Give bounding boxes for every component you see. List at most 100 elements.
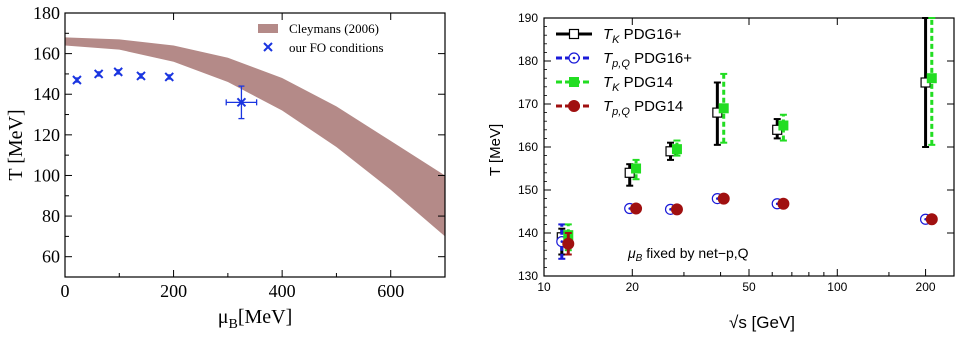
right-legend-item: TK PDG16+ [556,26,682,46]
left-data-point [164,72,174,82]
right-ticks-layer: 10 20 50 100 200 130 140 150 160 170 180 190 [518,11,954,294]
left-x-tick-label: 400 [269,281,296,301]
right-circle-marker [670,203,683,216]
left-data-point [72,75,82,85]
left-y-tick-label: 60 [42,247,60,267]
right-legend: TK PDG16+ Tp,Q PDG16+ TK PDG14 Tp,Q PDG14 [556,26,692,118]
left-cross-marker [93,69,104,79]
right-circle-marker [925,213,938,226]
right-legend-circle-dot [572,56,576,60]
right-annotation-main: μ [627,245,636,261]
left-data-point [225,85,258,120]
right-data-point [777,197,790,210]
right-data-point [926,17,937,146]
right-annotation-sub: B [636,253,643,264]
left-x-tick-label: 600 [377,281,404,301]
right-circle-marker [777,197,790,210]
left-points-layer [72,67,258,120]
left-chart: 0 200 400 600 60 80 100 120 140 160 180 T [MeV] μB… [5,3,446,332]
right-chart: 10 20 50 100 200 130 140 150 160 170 180 190 T [MeV… [487,11,955,332]
right-series-1 [556,17,931,256]
right-circle-marker [562,237,575,250]
right-legend-label: Tp,Q PDG16+ [603,50,692,70]
right-data-point [671,139,682,157]
right-annotation-rest: fixed by net−p,Q [642,245,748,261]
right-legend-item: Tp,Q PDG16+ [556,50,692,70]
left-cross-marker [72,75,82,85]
right-circle-marker [630,202,643,215]
left-legend-cross-marker [263,42,273,52]
left-x-axis-label: μB[MeV] [218,306,293,332]
right-y-tick-label: 140 [518,226,538,240]
right-y-axis-label: T [MeV] [487,124,504,176]
left-band [65,37,445,237]
left-legend-band-label: Cleymans (2006) [289,21,379,36]
right-annotation: μB fixed by net−p,Q [627,245,749,264]
right-series-3 [563,17,937,252]
left-y-axis-label: T [MeV] [5,109,27,180]
right-x-tick-label: 10 [537,280,551,294]
right-legend-label: TK PDG14 [603,74,673,94]
right-data-point [712,81,723,146]
left-x-axis-label-main: μ [218,306,229,328]
right-y-tick-label: 130 [518,269,538,283]
right-legend-item: Tp,Q PDG14 [556,98,683,118]
right-square-marker [778,120,789,131]
right-legend-label: TK PDG16+ [603,26,682,46]
right-data-point [562,232,575,256]
right-data-point [778,113,789,142]
left-data-point [113,67,123,77]
right-legend-item: TK PDG14 [556,74,673,94]
left-y-tick-label: 160 [33,44,60,64]
left-cross-marker [164,72,174,82]
right-square-marker [631,163,642,174]
right-data-point [718,72,729,144]
right-data-point [925,213,938,226]
right-x-tick-label: 50 [742,280,756,294]
right-data-point [717,192,730,205]
left-y-tick-label: 140 [33,84,60,104]
left-cross-marker [236,97,247,108]
left-x-axis-label-sub: B [228,317,237,332]
right-y-tick-label: 180 [518,54,538,68]
right-data-point [670,203,683,216]
right-data-point [920,17,931,148]
right-y-tick-label: 150 [518,183,538,197]
right-square-marker [718,103,729,114]
right-circle-dot [560,240,564,243]
right-x-tick-label: 100 [827,280,847,294]
right-x-axis-label-rest: [GeV] [747,313,795,332]
left-data-point [136,71,146,81]
left-legend-points-label: our FO conditions [289,40,384,55]
right-square-marker [671,144,682,155]
right-x-axis-label-main: √s [729,313,747,332]
right-legend-circle-marker [568,100,580,112]
left-cross-marker [113,67,123,77]
left-y-tick-label: 180 [33,3,60,23]
right-x-axis-label: √s [GeV] [729,313,795,332]
right-legend-square-marker [568,28,580,40]
left-band-layer [65,37,445,237]
right-data-point [631,158,642,181]
left-y-tick-label: 120 [33,125,60,145]
left-y-tick-label: 100 [33,165,60,185]
right-y-tick-label: 170 [518,97,538,111]
right-y-tick-label: 160 [518,140,538,154]
left-legend-band-swatch [258,24,278,33]
left-x-axis-label-rest: [MeV] [238,306,292,328]
right-circle-marker [717,192,730,205]
left-x-tick-label: 0 [61,281,70,301]
left-y-tick-label: 80 [42,206,60,226]
left-x-tick-label: 200 [160,281,187,301]
right-series-4 [562,192,938,256]
right-x-tick-label: 200 [916,280,936,294]
right-y-tick-label: 190 [518,11,538,25]
right-legend-square-marker [569,77,579,87]
right-data-point [630,202,643,215]
right-square-marker [926,73,937,84]
left-cross-marker [136,71,146,81]
left-plot-frame [64,12,446,278]
left-data-point [93,69,104,79]
